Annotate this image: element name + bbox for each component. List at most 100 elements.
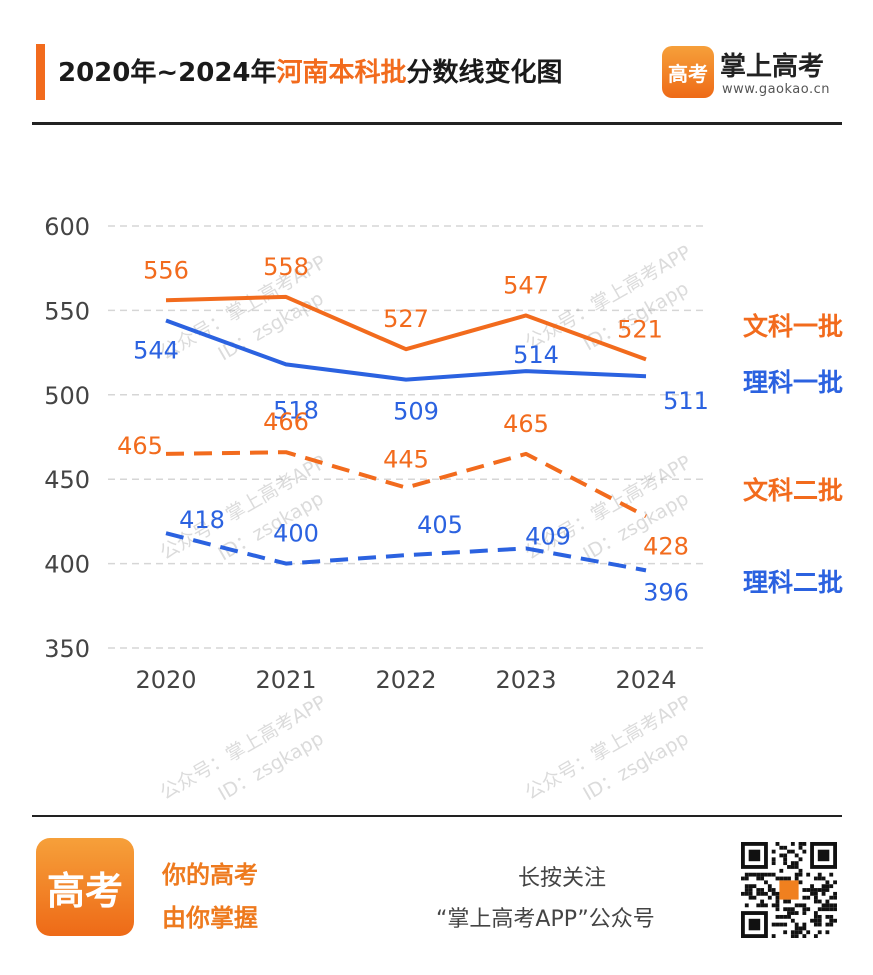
qr-module <box>833 903 837 908</box>
qr-module <box>794 872 799 877</box>
legend-label: 理科一批 <box>743 368 843 397</box>
qr-module <box>825 930 830 935</box>
series-line <box>165 531 647 573</box>
data-label: 418 <box>179 506 225 534</box>
slogan-line2: 由你掌握 <box>162 904 258 932</box>
data-label: 521 <box>617 315 663 343</box>
qr-module <box>783 914 788 919</box>
qr-module <box>813 876 818 881</box>
qr-module <box>802 907 807 912</box>
qr-module <box>783 907 788 912</box>
qr-module <box>825 922 830 927</box>
qr-module <box>744 888 749 892</box>
qr-module <box>779 868 784 873</box>
qr-module <box>779 922 784 927</box>
qr-module <box>775 842 780 846</box>
qr-module <box>806 895 811 900</box>
qr-module <box>802 888 807 892</box>
qr-module <box>798 872 803 877</box>
qr-module <box>794 911 799 915</box>
qr-module <box>760 899 765 904</box>
qr-module <box>806 907 811 912</box>
qr-module <box>756 876 761 881</box>
data-label: 558 <box>263 253 309 281</box>
qr-code-icon[interactable] <box>741 842 837 938</box>
x-tick-label: 2023 <box>495 666 556 694</box>
qr-module <box>775 899 780 904</box>
qr-module <box>783 853 788 858</box>
qr-module <box>760 903 765 908</box>
qr-module <box>813 914 818 919</box>
page-title: 2020年~2024年河南本科批分数线变化图 <box>58 52 563 89</box>
qr-module <box>756 891 761 896</box>
qr-module <box>783 899 788 904</box>
qr-module <box>790 842 795 846</box>
qr-module <box>771 861 776 866</box>
data-label: 409 <box>525 522 571 550</box>
qr-module <box>760 876 765 881</box>
brand-url[interactable]: www.gaokao.cn <box>722 82 831 97</box>
qr-module <box>790 930 795 935</box>
qr-module <box>794 865 799 869</box>
x-tick-label: 2021 <box>255 666 316 694</box>
qr-module <box>775 891 780 896</box>
data-label: 445 <box>383 446 429 474</box>
qr-module <box>744 876 749 881</box>
qr-module <box>817 922 822 927</box>
qr-module <box>787 899 791 904</box>
qr-module <box>817 899 822 904</box>
data-label: 547 <box>503 271 549 299</box>
qr-module <box>790 918 795 923</box>
qr-module <box>829 922 834 927</box>
x-tick-label: 2022 <box>375 666 436 694</box>
qr-module <box>798 845 803 850</box>
brand-logo-icon: 高考 <box>662 46 714 98</box>
qr-module <box>779 880 799 900</box>
slogan-line1: 你的高考 <box>162 861 258 889</box>
data-label: 405 <box>417 511 463 539</box>
qr-module <box>798 880 803 885</box>
qr-module <box>833 880 837 885</box>
qr-module <box>802 926 807 931</box>
qr-module <box>775 914 780 919</box>
qr-module <box>821 876 826 881</box>
qr-module <box>787 914 791 919</box>
qr-module <box>787 849 791 854</box>
qr-module <box>771 857 776 862</box>
qr-module <box>813 888 818 892</box>
qr-module <box>798 930 803 935</box>
qr-module <box>783 857 788 862</box>
qr-module <box>829 872 834 877</box>
qr-module <box>779 876 784 881</box>
y-tick-label: 550 <box>44 297 90 325</box>
qr-module <box>817 914 822 919</box>
y-tick-label: 450 <box>44 466 90 494</box>
data-label: 465 <box>117 432 163 460</box>
qr-module <box>756 903 761 908</box>
app-logo-icon[interactable]: 高考 <box>36 838 134 936</box>
qr-module <box>744 884 749 889</box>
qr-module <box>744 872 749 877</box>
data-label: 556 <box>143 256 189 284</box>
qr-module <box>810 888 814 892</box>
qr-module <box>748 918 761 931</box>
legend-label: 文科二批 <box>743 476 843 505</box>
qr-module <box>790 911 795 915</box>
brand-block[interactable]: 高考 掌上高考 www.gaokao.cn <box>662 46 852 102</box>
y-tick-label: 500 <box>44 382 90 410</box>
qr-module <box>833 918 837 923</box>
qr-module <box>771 888 776 892</box>
qr-module <box>760 888 765 892</box>
qr-module <box>748 888 753 892</box>
qr-module <box>825 888 830 892</box>
qr-module <box>794 853 799 858</box>
title-suffix: 分数线变化图 <box>406 58 563 88</box>
qr-module <box>825 907 830 912</box>
qr-module <box>817 849 830 862</box>
qr-module <box>817 876 822 881</box>
qr-module <box>779 845 784 850</box>
qr-module <box>752 872 757 877</box>
qr-module <box>813 899 818 904</box>
